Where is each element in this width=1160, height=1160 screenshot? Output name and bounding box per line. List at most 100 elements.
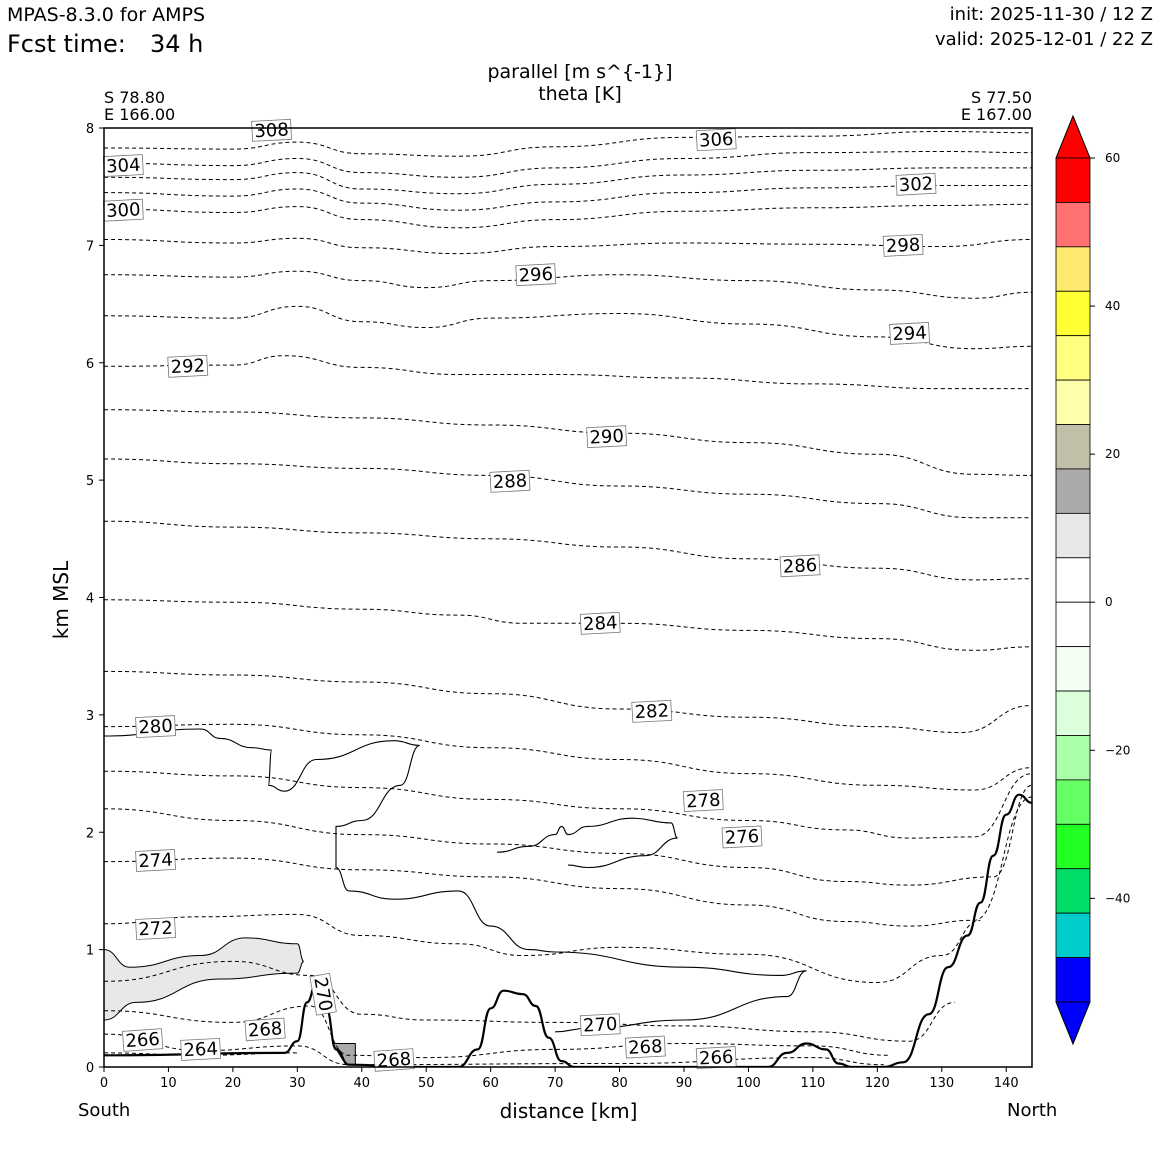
theta-label-298-text: 298: [885, 234, 920, 257]
x-tick-label-30: 30: [289, 1076, 306, 1091]
colorbar-cell-24-30: [1055, 379, 1091, 425]
theta-label-292-box: [167, 354, 209, 378]
theta-label-270-box: [579, 1013, 621, 1037]
theta-contour-280: [104, 723, 1032, 791]
theta-inline-label-0-box: [309, 972, 337, 1016]
colorbar-cell-54-60: [1055, 157, 1091, 203]
theta-contour-278: [104, 770, 1032, 839]
theta-label-264: 264: [180, 1037, 222, 1061]
chart-title-theta: theta [K]: [538, 83, 622, 105]
theta-contour-308: [104, 130, 1032, 157]
colorbar-tick-label-60: 60: [1105, 151, 1120, 165]
theta-label-292: 292: [167, 354, 209, 378]
y-tick-label-8: 8: [86, 122, 94, 137]
y-tick-label-6: 6: [86, 357, 94, 372]
theta-label-300: 300: [102, 198, 144, 222]
forecast-time-value: 34 h: [150, 30, 204, 58]
theta-contour-300: [104, 203, 1032, 229]
chart-title-parallel: parallel [m s^{-1}]: [487, 61, 673, 83]
forecast-time-label: Fcst time:: [7, 30, 126, 58]
theta-inline-label-3: 268: [373, 1048, 415, 1072]
colorbar-cell-6-12: [1055, 512, 1091, 559]
theta-label-290: 290: [586, 425, 628, 449]
y-tick-label-1: 1: [86, 944, 94, 959]
theta-label-302: 302: [895, 172, 937, 196]
theta-contour-286: [104, 520, 1032, 581]
theta-contour-274: [104, 796, 1032, 927]
theta-label-284-text: 284: [583, 612, 618, 635]
theta-label-304: 304: [102, 154, 144, 177]
theta-label-286-text: 286: [782, 555, 817, 578]
theta-label-290-box: [586, 425, 628, 449]
theta-label-270: 270: [579, 1013, 621, 1037]
theta-inline-label-1-box: [244, 1017, 286, 1042]
left-end-latitude: S 78.80: [104, 88, 166, 107]
theta-label-308-box: [251, 118, 292, 142]
theta-label-278-box: [682, 789, 724, 812]
theta-label-276-text: 276: [724, 826, 759, 849]
colorbar-cell--12--6: [1055, 646, 1091, 692]
x-axis-label: distance [km]: [499, 1099, 638, 1123]
theta-label-292-text: 292: [170, 355, 205, 378]
colorbar-cell-48-54: [1055, 202, 1091, 248]
theta-label-274-text: 274: [138, 850, 173, 873]
y-tick-label-7: 7: [86, 239, 94, 254]
right-end-longitude: E 167.00: [960, 105, 1032, 124]
valid-time: valid: 2025-12-01 / 22 Z: [935, 29, 1153, 50]
colorbar-cell-12-18: [1055, 468, 1091, 514]
theta-label-270-text: 270: [583, 1014, 618, 1037]
theta-label-308-text: 308: [254, 119, 289, 142]
colorbar-extend-min: [1055, 1001, 1091, 1046]
theta-label-290-text: 290: [589, 426, 624, 449]
theta-inline-label-0: 270: [309, 972, 337, 1016]
theta-inline-label-0-text: 270: [309, 976, 336, 1013]
model-title: MPAS-8.3.0 for AMPS: [7, 4, 206, 26]
left-end-longitude: E 166.00: [104, 105, 176, 124]
y-tick-label-4: 4: [86, 592, 94, 607]
theta-label-282-box: [631, 699, 673, 723]
theta-label-294-text: 294: [892, 323, 927, 346]
x-tick-label-20: 20: [225, 1076, 242, 1091]
theta-label-298-box: [882, 233, 924, 257]
x-tick-label-10: 10: [160, 1076, 177, 1091]
theta-inline-label-2-box: [122, 1028, 164, 1052]
theta-label-274-box: [135, 848, 176, 872]
theta-label-280-text: 280: [138, 716, 173, 739]
x-tick-label-100: 100: [736, 1076, 761, 1091]
theta-label-282-text: 282: [634, 700, 669, 723]
colorbar-cell-30-36: [1055, 335, 1091, 381]
theta-label-272: 272: [135, 917, 176, 940]
colorbar-tick-label-40: 40: [1105, 299, 1120, 313]
colorbar-cell--18--12: [1055, 690, 1091, 736]
parallel-fill-band: [104, 937, 305, 1021]
theta-contour-306: [104, 150, 1032, 178]
theta-label-266: 266: [695, 1046, 737, 1069]
y-tick-label-0: 0: [86, 1061, 94, 1076]
theta-label-308: 308: [251, 118, 292, 142]
x-tick-label-70: 70: [547, 1076, 564, 1091]
x-tick-label-80: 80: [611, 1076, 628, 1091]
theta-label-288-text: 288: [492, 470, 527, 493]
theta-label-286: 286: [779, 554, 821, 578]
theta-label-268-text: 268: [628, 1036, 663, 1059]
colorbar-cell-18-24: [1055, 424, 1091, 470]
theta-label-300-text: 300: [106, 199, 141, 222]
theta-label-280-box: [135, 715, 176, 739]
colorbar-tick-label-20: 20: [1105, 447, 1120, 461]
theta-label-264-box: [180, 1037, 222, 1061]
theta-contour-296: [104, 270, 1032, 299]
theta-contour-298: [104, 237, 1032, 255]
colorbar-cell--36--30: [1055, 823, 1091, 870]
theta-label-288-box: [489, 469, 531, 493]
colorbar-cell-42-48: [1055, 246, 1091, 292]
theta-inline-label-2: 266: [122, 1028, 164, 1052]
x-tick-label-130: 130: [929, 1076, 954, 1091]
theta-label-276: 276: [721, 825, 763, 849]
south-end-label: South: [78, 1100, 131, 1121]
colorbar-cell-36-42: [1055, 290, 1091, 337]
parallel-contour-mid-loop: [497, 817, 678, 869]
theta-contour-266: [104, 1033, 884, 1066]
theta-contour-284: [104, 599, 1032, 651]
theta-label-268: 268: [624, 1035, 666, 1059]
